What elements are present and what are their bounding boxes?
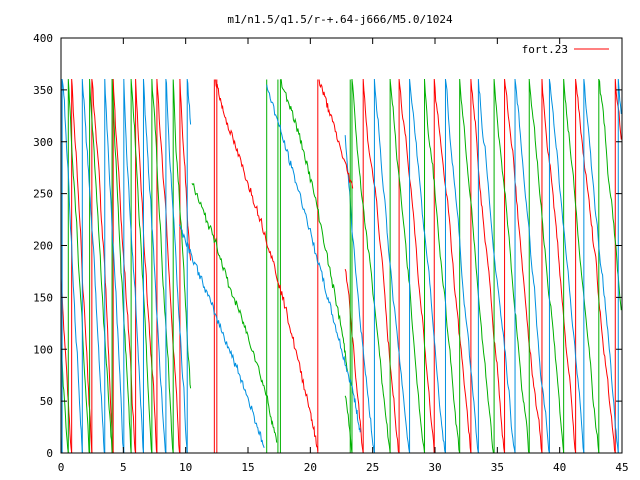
series-line [444,79,479,454]
series-line [409,79,446,454]
series-line [172,79,192,453]
series-line [61,79,83,454]
series-line [130,79,153,454]
x-tick-label: 0 [58,461,65,474]
x-tick-label: 5 [120,461,127,474]
x-tick-label: 10 [179,461,192,474]
x-tick-label: 30 [428,461,441,474]
series-line [541,79,577,454]
series-line [477,79,516,454]
y-tick-label: 100 [33,343,53,356]
x-axis: 0 5 10 15 20 25 30 35 40 45 [58,38,629,474]
series-line [179,79,192,453]
y-tick-label: 50 [40,395,53,408]
series-0-segment-1 [318,79,354,189]
series-line [514,79,550,454]
x-tick-label: 45 [615,461,628,474]
plot-frame [60,37,623,454]
y-tick-label: 400 [33,32,53,45]
series-line [60,278,73,454]
series-1-segment-0 [280,79,349,372]
series-line [548,79,585,454]
y-tick-label: 150 [33,291,53,304]
series-line [89,79,113,454]
y-tick-label: 200 [33,240,53,253]
series-line [135,79,158,454]
y-tick-label: 350 [33,84,53,97]
series-0-segment-0 [215,79,319,451]
series-line [504,79,543,454]
series-line [373,79,411,454]
series-line [91,79,114,454]
x-tick-label: 25 [366,461,379,474]
series-line [156,79,181,454]
series-line [351,79,391,454]
series-line [67,79,91,454]
dense-phase-traces [60,79,622,454]
y-axis: 0 50 100 150 200 250 300 350 400 [33,32,622,460]
series-line [123,79,144,454]
legend-label: fort.23 [522,43,568,56]
series-line [151,79,174,454]
series-line [528,79,565,454]
series-line [104,79,125,454]
series-0-dense [60,79,622,454]
x-tick-label: 20 [304,461,317,474]
series-line [81,79,106,454]
series-1-segment-1 [191,182,278,443]
x-tick-label: 15 [241,461,254,474]
series-line [362,79,400,454]
y-tick-label: 250 [33,188,53,201]
chart-title: m1/n1.5/q1.5/r-+.64-j666/M5.0/1024 [227,13,453,26]
series-line [142,79,167,454]
series-line [433,79,472,454]
series-line [398,79,435,454]
series-2-segment-1 [178,224,265,448]
series-line [111,79,132,454]
series-1-dense [60,79,622,454]
y-tick-label: 300 [33,136,53,149]
series-line [598,79,622,453]
series-line [470,79,506,454]
trend-traces [178,79,361,453]
series-2-dense [60,79,622,454]
series-line [186,79,192,453]
series-line [344,395,353,454]
series-line [614,79,622,453]
series-line [617,79,622,453]
series-line [344,268,364,454]
series-line [459,79,495,454]
series-2-segment-0 [266,84,361,433]
series-layer [60,79,622,454]
series-line [112,79,137,454]
series-line [493,79,530,454]
legend: fort.23 [522,43,609,56]
x-tick-label: 35 [491,461,504,474]
series-line [563,79,600,454]
series-line [575,79,616,454]
series-line [71,79,93,454]
series-line [389,79,426,454]
series-line [165,79,188,454]
y-tick-label: 0 [46,447,53,460]
series-line [423,79,461,454]
x-tick-label: 40 [553,461,566,474]
series-line [583,79,619,454]
